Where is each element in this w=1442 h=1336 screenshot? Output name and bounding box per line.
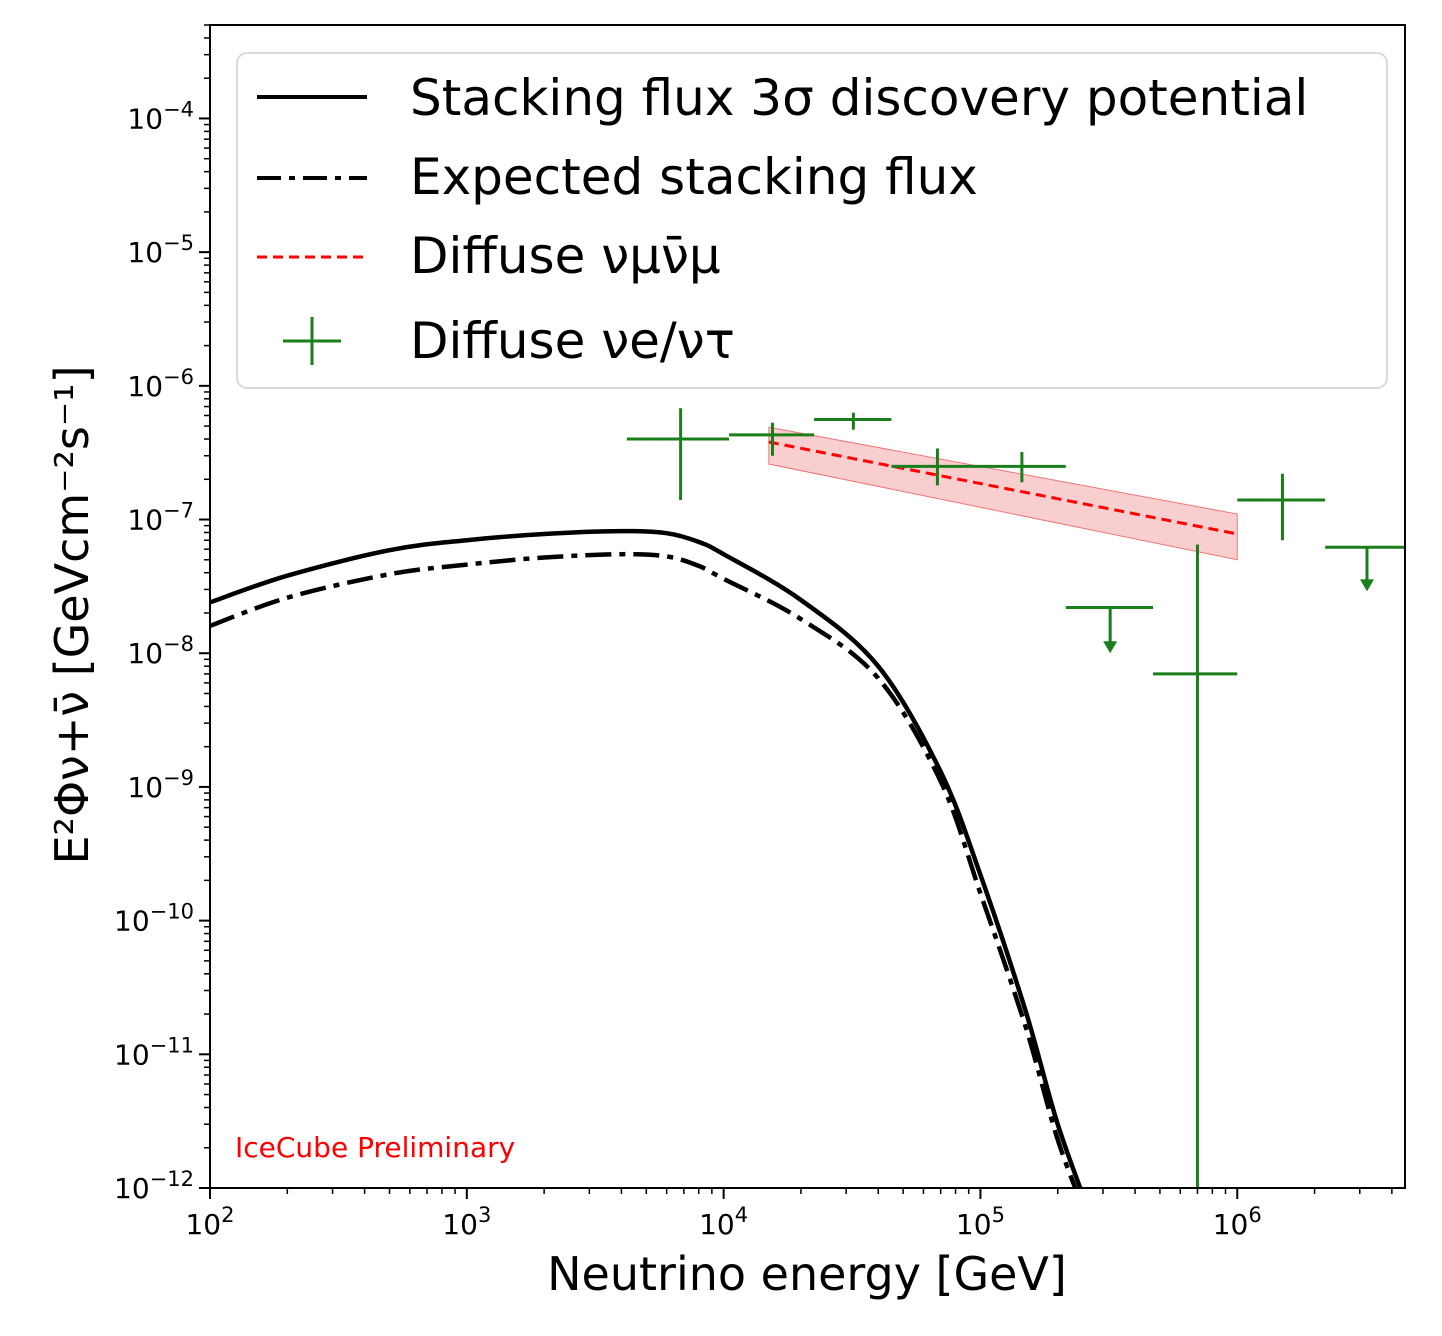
legend-label-diffuse-e: Diffuse νe/ντ (410, 312, 735, 370)
diffuse-e-upper-limit-arrow (1103, 641, 1118, 654)
y-tick-label: 10−11 (114, 1033, 194, 1071)
legend-label-expected: Expected stacking flux (410, 148, 978, 206)
diffuse-mu-uncertainty-band (768, 426, 1238, 561)
diffuse-e-point (1153, 544, 1238, 1188)
x-tick-label: 106 (1213, 1203, 1262, 1241)
y-tick-label: 10−4 (127, 97, 194, 135)
diffuse-e-point (814, 412, 892, 430)
diffuse-e-point (891, 448, 981, 486)
y-tick-label: 10−7 (127, 499, 194, 537)
legend-box (236, 52, 1388, 389)
x-tick-label: 104 (699, 1203, 748, 1241)
y-tick-label: 10−6 (127, 365, 194, 403)
legend-label-discovery: Stacking flux 3σ discovery potential (410, 69, 1308, 127)
y-tick-label: 10−8 (127, 632, 194, 670)
y-tick-label: 10−9 (127, 766, 194, 804)
diffuse-e-point (1325, 545, 1405, 592)
y-tick-label: 10−5 (127, 231, 194, 269)
diffuse-e-upper-limit-arrow (1359, 579, 1374, 592)
x-tick-label: 103 (442, 1203, 491, 1241)
x-tick-label: 105 (956, 1203, 1005, 1241)
x-tick-label: 102 (185, 1203, 234, 1241)
diffuse-e-point (1237, 473, 1326, 541)
y-tick-label: 10−10 (114, 900, 194, 938)
legend: Stacking flux 3σ discovery potential Exp… (236, 52, 1388, 389)
diffuse-e-point (980, 451, 1066, 483)
x-axis-label: Neutrino energy [GeV] (547, 1247, 1067, 1301)
diffuse-e-point (626, 408, 730, 500)
y-axis-label: E²Φν+ν̄ [GeVcm⁻²s⁻¹] (45, 365, 99, 864)
series-expected-flux-line (210, 551, 1078, 1188)
series-discovery-potential-line (210, 528, 1083, 1188)
y-tick-label: 10−12 (114, 1167, 194, 1205)
diffuse-e-point (1065, 605, 1154, 654)
legend-label-diffuse-mu: Diffuse νμν̄μ (410, 227, 721, 285)
watermark-annotation: IceCube Preliminary (235, 1131, 515, 1164)
axes-frame (209, 24, 1406, 1189)
diffuse-e-point (729, 422, 815, 456)
